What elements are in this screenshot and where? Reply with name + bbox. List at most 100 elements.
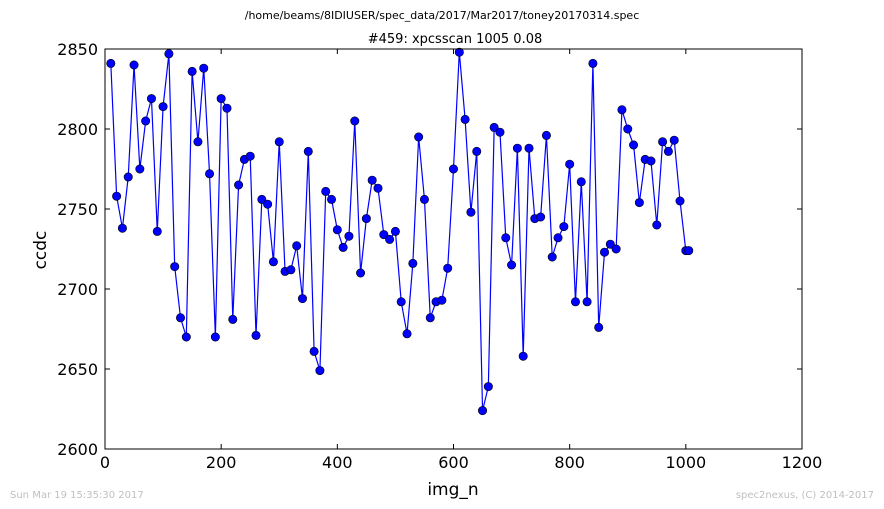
data-point [623, 124, 633, 134]
data-point [559, 222, 569, 232]
data-point [367, 175, 377, 185]
data-point [675, 196, 685, 206]
x-tick-label: 1200 [782, 453, 823, 472]
data-point [338, 242, 348, 252]
axes-frame [104, 48, 803, 450]
data-point [123, 172, 133, 182]
data-point [466, 207, 476, 217]
data-point [350, 116, 360, 126]
data-point [181, 332, 191, 342]
data-point [600, 247, 610, 257]
data-point [518, 351, 528, 361]
x-tick-label: 600 [438, 453, 469, 472]
data-point [576, 177, 586, 187]
data-point [141, 116, 151, 126]
data-point [112, 191, 122, 201]
data-point [684, 246, 694, 256]
data-point [629, 140, 639, 150]
data-point [495, 127, 505, 137]
data-point [327, 194, 337, 204]
data-point [507, 260, 517, 270]
data-point [547, 252, 557, 262]
data-point [611, 244, 621, 254]
data-point [652, 220, 662, 230]
data-point [658, 137, 668, 147]
data-point [274, 137, 284, 147]
y-tick-label: 2800 [57, 120, 98, 139]
data-point [309, 346, 319, 356]
data-point [443, 263, 453, 273]
data-point [193, 137, 203, 147]
data-point [385, 234, 395, 244]
data-point [164, 49, 174, 59]
ticks-layer: 0 200 400 600 800 1000 1200 2600 2650 2700 2750 280… [57, 40, 822, 472]
data-point [332, 225, 342, 235]
data-point [402, 329, 412, 339]
data-point [234, 180, 244, 190]
data-point [315, 366, 325, 376]
file-path-title: /home/beams/8IDIUSER/spec_data/2017/Mar2… [245, 9, 640, 22]
footer-credit: spec2nexus, (C) 2014-2017 [736, 490, 874, 501]
data-point [408, 258, 418, 268]
data-point [634, 198, 644, 208]
data-point [425, 313, 435, 323]
data-point [303, 146, 313, 156]
data-point [245, 151, 255, 161]
data-point [478, 406, 488, 416]
data-point [205, 169, 215, 179]
data-point [199, 63, 209, 73]
data-point [594, 322, 604, 332]
y-tick-label: 2850 [57, 40, 98, 59]
data-point [483, 382, 493, 392]
data-point [344, 231, 354, 241]
footer-timestamp: Sun Mar 19 15:35:30 2017 [10, 490, 144, 501]
data-point [582, 297, 592, 307]
data-point [152, 226, 162, 236]
y-tick-label: 2750 [57, 200, 98, 219]
data-point [251, 330, 261, 340]
data-point [489, 122, 499, 132]
data-point [257, 194, 267, 204]
data-point [663, 146, 673, 156]
data-point [460, 114, 470, 124]
data-point [419, 194, 429, 204]
data-point [216, 94, 226, 104]
data-point [536, 212, 546, 222]
data-point [472, 146, 482, 156]
data-point [268, 257, 278, 267]
data-point [297, 294, 307, 304]
chart-title: #459: xpcsscan 1005 0.08 [368, 32, 543, 47]
x-tick-label: 400 [322, 453, 353, 472]
data-point [501, 233, 511, 243]
data-point [263, 199, 273, 209]
data-point [414, 132, 424, 142]
data-point [390, 226, 400, 236]
data-point [588, 58, 598, 68]
data-point [321, 186, 331, 196]
x-axis-label: img_n [427, 480, 478, 500]
x-tick-label: 0 [100, 453, 110, 472]
data-point [187, 66, 197, 76]
data-point [617, 105, 627, 115]
data-point [129, 60, 139, 70]
data-point [228, 314, 238, 324]
data-point [135, 164, 145, 174]
data-point [646, 156, 656, 166]
data-point [512, 143, 522, 153]
y-tick-label: 2600 [57, 440, 98, 459]
data-point [106, 58, 116, 68]
x-tick-label: 1000 [665, 453, 706, 472]
y-axis-label: ccdc [31, 231, 51, 270]
data-point [379, 230, 389, 240]
data-point [373, 183, 383, 193]
x-tick-label: 800 [554, 453, 585, 472]
data-point [570, 297, 580, 307]
series-layer [106, 47, 694, 416]
data-point [541, 130, 551, 140]
data-point [524, 143, 534, 153]
data-point [565, 159, 575, 169]
x-tick-label: 200 [206, 453, 237, 472]
data-point [361, 214, 371, 224]
data-point [292, 241, 302, 251]
